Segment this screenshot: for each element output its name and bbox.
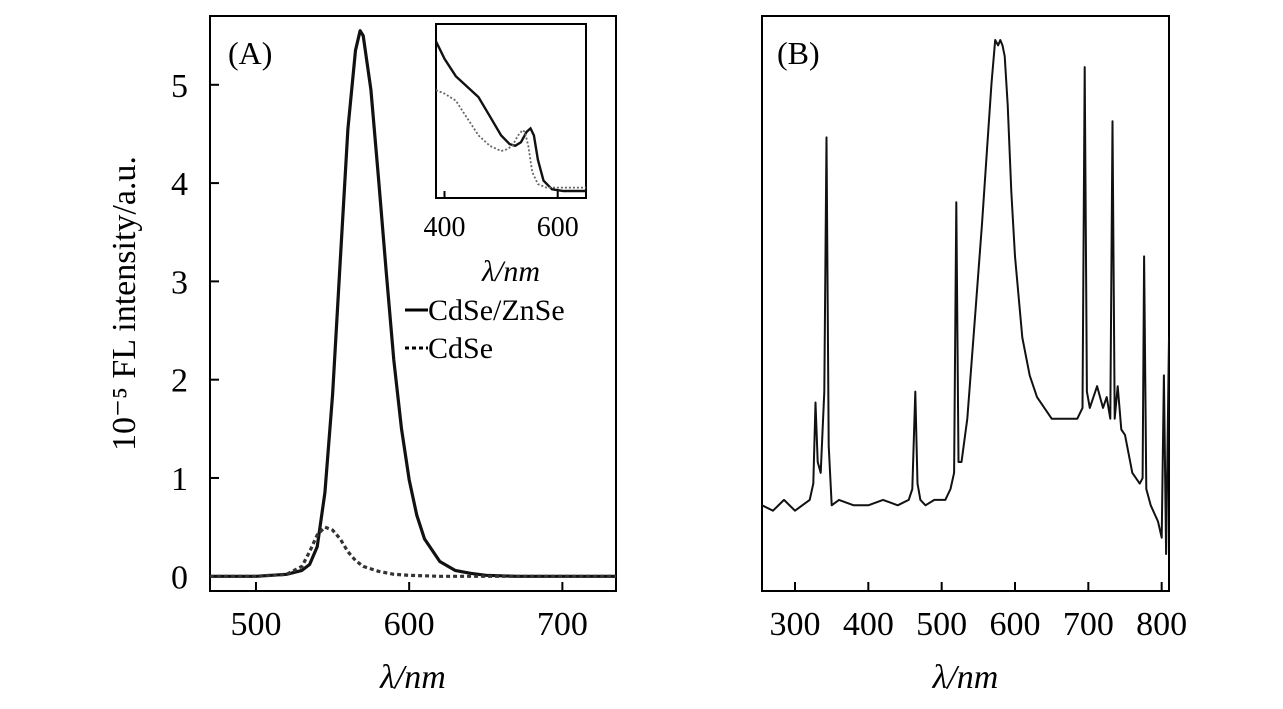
y-tick-label-a: 5	[171, 68, 188, 105]
series-line-a-0	[210, 29, 616, 578]
panel-label-a: (A)	[228, 35, 272, 71]
inset-series-line-1	[436, 89, 586, 189]
y-tick-label-a: 3	[171, 264, 188, 301]
legend-label-a-1: CdSe	[428, 332, 493, 365]
series-line-b-0	[762, 39, 1169, 555]
plot-frame-a	[209, 15, 617, 592]
x-tick-label-a: 500	[230, 606, 281, 643]
inset-x-axis-title: λ/nm	[481, 255, 540, 288]
y-tick-label-a: 1	[171, 461, 188, 498]
legend-a: CdSe/ZnSe CdSe	[405, 294, 565, 365]
panel-a: 500 600 700 0 1 2 3 4 5 λ/nm 10⁻⁵ FL intensity/a.u…	[106, 15, 617, 696]
x-tick-label-a: 700	[537, 606, 588, 643]
panel-b: 300 400 500 600 700 800 λ/nm (B)	[761, 15, 1187, 696]
x-axis-title-a: λ/nm	[379, 659, 446, 696]
x-axis-title-b: λ/nm	[932, 659, 999, 696]
x-tick-label-b: 600	[990, 606, 1041, 643]
y-tick-label-a: 4	[171, 166, 188, 203]
x-tick-label-b: 300	[770, 606, 821, 643]
x-tick-label-b: 700	[1063, 606, 1114, 643]
y-tick-label-a: 2	[171, 363, 188, 400]
legend-label-a-0: CdSe/ZnSe	[428, 294, 565, 327]
series-line-a-1	[210, 525, 616, 578]
y-tick-label-a: 0	[171, 559, 188, 596]
x-tick-label-b: 400	[843, 606, 894, 643]
inset-x-tick-label: 400	[423, 212, 465, 243]
inset-frame	[435, 23, 587, 199]
x-tick-label-b: 800	[1136, 606, 1187, 643]
inset-a: 400 600 λ/nm	[423, 23, 587, 288]
x-tick-label-b: 500	[916, 606, 967, 643]
x-tick-label-a: 600	[384, 606, 435, 643]
plot-frame-b	[761, 15, 1170, 592]
panel-label-b: (B)	[777, 35, 820, 71]
y-axis-title-a: 10⁻⁵ FL intensity/a.u.	[106, 156, 143, 451]
inset-x-tick-label: 600	[537, 212, 579, 243]
inset-series-line-0	[436, 40, 586, 193]
